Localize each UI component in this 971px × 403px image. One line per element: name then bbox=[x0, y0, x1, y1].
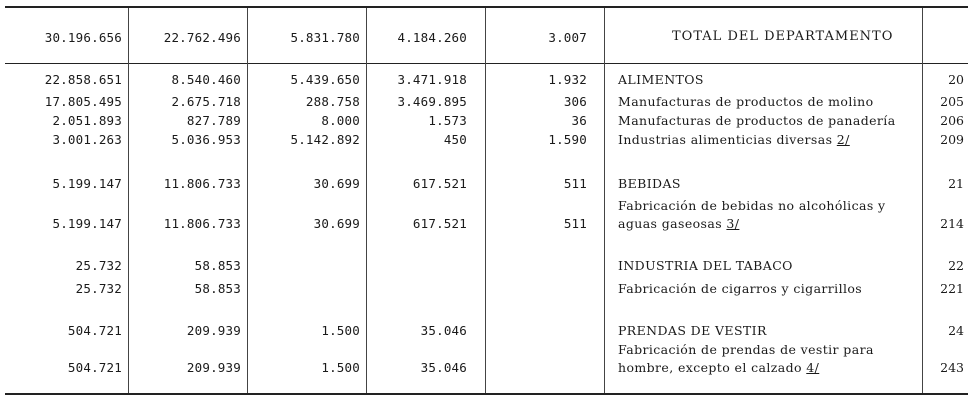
col-divider bbox=[485, 8, 486, 393]
col-divider bbox=[922, 8, 923, 393]
footnote-ref: 2/ bbox=[836, 132, 850, 147]
cell-value: 504.721 bbox=[67, 360, 122, 375]
cell-value: 511 bbox=[563, 216, 587, 231]
col-divider bbox=[247, 8, 248, 393]
cell-value: 8.540.460 bbox=[171, 72, 241, 87]
cell-value: 22.858.651 bbox=[44, 72, 122, 87]
total-value: 4.184.260 bbox=[397, 30, 467, 45]
row-label: Industrias alimenticias diversas 2/ bbox=[618, 132, 850, 147]
footnote-ref: 3/ bbox=[726, 216, 740, 231]
cell-value: 1.590 bbox=[548, 132, 587, 147]
cell-value: 306 bbox=[563, 94, 587, 109]
row-code: 206 bbox=[940, 113, 964, 128]
cell-value: 288.758 bbox=[305, 94, 360, 109]
cell-value: 1.932 bbox=[548, 72, 587, 87]
total-label: TOTAL DEL DEPARTAMENTO bbox=[672, 29, 894, 44]
row-label: Manufacturas de productos de panadería bbox=[618, 113, 896, 128]
cell-value: 2.675.718 bbox=[171, 94, 241, 109]
total-value: 22.762.496 bbox=[163, 30, 241, 45]
cell-value: 17.805.495 bbox=[44, 94, 122, 109]
row-label: ALIMENTOS bbox=[618, 72, 704, 87]
cell-value: 5.199.147 bbox=[52, 216, 122, 231]
cell-value: 450 bbox=[443, 132, 467, 147]
row-code: 209 bbox=[940, 132, 964, 147]
cell-value: 617.521 bbox=[412, 176, 467, 191]
cell-value: 3.469.895 bbox=[397, 94, 467, 109]
cell-value: 5.036.953 bbox=[171, 132, 241, 147]
row-label: PRENDAS DE VESTIR bbox=[618, 323, 767, 338]
col-divider bbox=[604, 8, 605, 393]
row-code: 214 bbox=[940, 216, 964, 231]
cell-value: 58.853 bbox=[194, 258, 241, 273]
col-divider bbox=[366, 8, 367, 393]
row-code: 21 bbox=[948, 176, 964, 191]
cell-value: 36 bbox=[571, 113, 587, 128]
row-code: 205 bbox=[940, 94, 964, 109]
header-rule bbox=[5, 63, 968, 64]
cell-value: 25.732 bbox=[75, 281, 122, 296]
cell-value: 11.806.733 bbox=[163, 216, 241, 231]
row-code: 243 bbox=[940, 360, 964, 375]
cell-value: 30.699 bbox=[313, 216, 360, 231]
row-code: 24 bbox=[948, 323, 964, 338]
row-code: 221 bbox=[940, 281, 964, 296]
cell-value: 209.939 bbox=[186, 360, 241, 375]
cell-value: 35.046 bbox=[420, 360, 467, 375]
bottom-rule bbox=[5, 393, 968, 395]
cell-value: 3.001.263 bbox=[52, 132, 122, 147]
total-value: 5.831.780 bbox=[290, 30, 360, 45]
footnote-ref: 4/ bbox=[806, 360, 820, 375]
cell-value: 3.471.918 bbox=[397, 72, 467, 87]
row-label: Manufacturas de productos de molino bbox=[618, 94, 874, 109]
cell-value: 511 bbox=[563, 176, 587, 191]
row-label: aguas gaseosas 3/ bbox=[618, 216, 740, 231]
cell-value: 58.853 bbox=[194, 281, 241, 296]
row-code: 22 bbox=[948, 258, 964, 273]
row-label-line1: Fabricación de bebidas no alcohólicas y bbox=[618, 198, 886, 213]
cell-value: 2.051.893 bbox=[52, 113, 122, 128]
total-value: 3.007 bbox=[548, 30, 587, 45]
cell-value: 617.521 bbox=[412, 216, 467, 231]
row-label: Fabricación de cigarros y cigarrillos bbox=[618, 281, 863, 296]
cell-value: 35.046 bbox=[420, 323, 467, 338]
cell-value: 5.142.892 bbox=[290, 132, 360, 147]
cell-value: 25.732 bbox=[75, 258, 122, 273]
cell-value: 1.573 bbox=[428, 113, 467, 128]
cell-value: 209.939 bbox=[186, 323, 241, 338]
cell-value: 30.699 bbox=[313, 176, 360, 191]
cell-value: 1.500 bbox=[321, 360, 360, 375]
cell-value: 504.721 bbox=[67, 323, 122, 338]
row-label: BEBIDAS bbox=[618, 176, 681, 191]
top-rule bbox=[5, 6, 968, 8]
row-label: hombre, excepto el calzado 4/ bbox=[618, 360, 820, 375]
row-label-line1: Fabricación de prendas de vestir para bbox=[618, 342, 874, 357]
row-code: 20 bbox=[948, 72, 964, 87]
cell-value: 5.439.650 bbox=[290, 72, 360, 87]
col-divider bbox=[128, 8, 129, 393]
cell-value: 8.000 bbox=[321, 113, 360, 128]
cell-value: 5.199.147 bbox=[52, 176, 122, 191]
cell-value: 827.789 bbox=[186, 113, 241, 128]
cell-value: 11.806.733 bbox=[163, 176, 241, 191]
row-label: INDUSTRIA DEL TABACO bbox=[618, 258, 793, 273]
total-value: 30.196.656 bbox=[44, 30, 122, 45]
cell-value: 1.500 bbox=[321, 323, 360, 338]
